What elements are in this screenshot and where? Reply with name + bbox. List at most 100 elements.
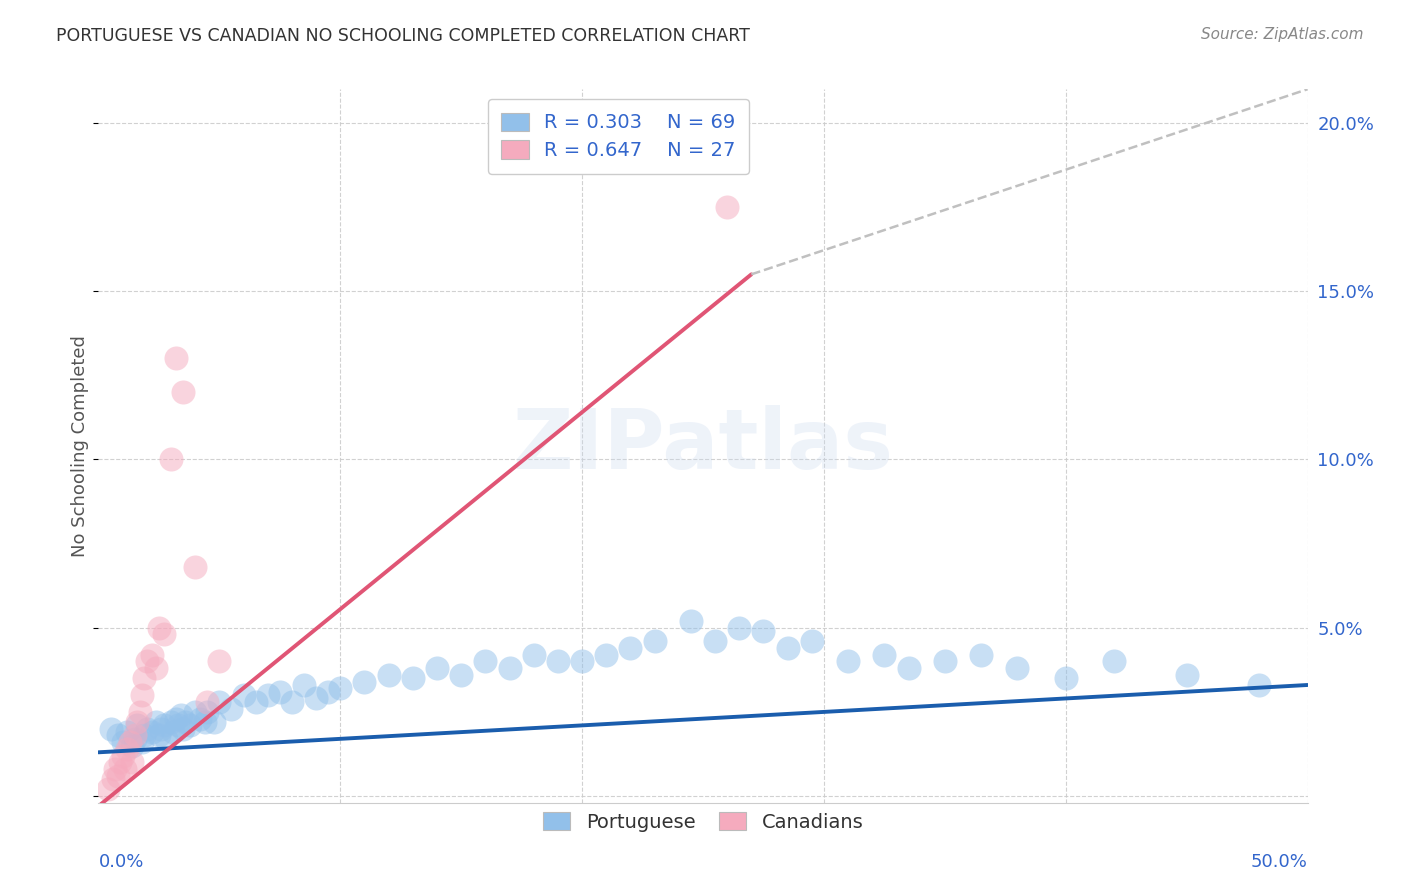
Point	[498, 661, 520, 675]
Point	[165, 351, 187, 366]
Point	[174, 714, 197, 729]
Point	[474, 655, 496, 669]
Point	[107, 729, 129, 743]
Point	[873, 648, 896, 662]
Point	[970, 648, 993, 662]
Point	[97, 782, 120, 797]
Text: Source: ZipAtlas.com: Source: ZipAtlas.com	[1201, 27, 1364, 42]
Point	[523, 648, 546, 662]
Point	[155, 731, 177, 746]
Point	[124, 731, 146, 746]
Point	[172, 385, 194, 400]
Point	[208, 695, 231, 709]
Point	[281, 695, 304, 709]
Point	[152, 718, 174, 732]
Point	[101, 772, 124, 787]
Point	[127, 718, 149, 732]
Text: ZIPatlas: ZIPatlas	[513, 406, 893, 486]
Point	[208, 655, 231, 669]
Point	[184, 705, 207, 719]
Legend: Portuguese, Canadians: Portuguese, Canadians	[536, 804, 870, 839]
Point	[135, 655, 157, 669]
Point	[124, 729, 146, 743]
Point	[172, 722, 194, 736]
Point	[150, 722, 173, 736]
Point	[269, 684, 291, 698]
Point	[644, 634, 666, 648]
Point	[127, 714, 149, 729]
Point	[353, 674, 375, 689]
Point	[134, 671, 156, 685]
Point	[188, 712, 211, 726]
Y-axis label: No Schooling Completed: No Schooling Completed	[70, 335, 89, 557]
Point	[148, 621, 170, 635]
Point	[450, 668, 472, 682]
Point	[800, 634, 823, 648]
Point	[1007, 661, 1029, 675]
Point	[547, 655, 569, 669]
Point	[117, 725, 139, 739]
Point	[595, 648, 617, 662]
Point	[107, 769, 129, 783]
Point	[134, 729, 156, 743]
Point	[934, 655, 956, 669]
Point	[114, 762, 136, 776]
Point	[377, 668, 399, 682]
Point	[169, 708, 191, 723]
Point	[426, 661, 449, 675]
Point	[108, 756, 131, 770]
Point	[128, 705, 150, 719]
Point	[141, 725, 163, 739]
Point	[204, 714, 226, 729]
Point	[179, 718, 201, 732]
Point	[221, 701, 243, 715]
Point	[145, 661, 167, 675]
Point	[104, 762, 127, 776]
Point	[1249, 678, 1271, 692]
Point	[752, 624, 775, 639]
Point	[184, 560, 207, 574]
Point	[195, 695, 218, 709]
Point	[232, 688, 254, 702]
Point	[571, 655, 593, 669]
Point	[245, 695, 267, 709]
Point	[111, 735, 134, 749]
Point	[135, 722, 157, 736]
Point	[329, 681, 352, 696]
Point	[118, 735, 141, 749]
Point	[1054, 671, 1077, 685]
Point	[704, 634, 727, 648]
Point	[160, 452, 183, 467]
Point	[131, 735, 153, 749]
Point	[145, 714, 167, 729]
Point	[1102, 655, 1125, 669]
Text: PORTUGUESE VS CANADIAN NO SCHOOLING COMPLETED CORRELATION CHART: PORTUGUESE VS CANADIAN NO SCHOOLING COMP…	[56, 27, 751, 45]
Point	[305, 691, 328, 706]
Point	[194, 714, 217, 729]
Point	[148, 729, 170, 743]
Point	[117, 742, 139, 756]
Point	[131, 688, 153, 702]
Point	[402, 671, 425, 685]
Point	[776, 640, 799, 655]
Point	[121, 739, 143, 753]
Point	[165, 712, 187, 726]
Point	[1175, 668, 1198, 682]
Point	[837, 655, 859, 669]
Point	[679, 614, 702, 628]
Point	[121, 756, 143, 770]
Text: 50.0%: 50.0%	[1251, 854, 1308, 871]
Point	[316, 684, 339, 698]
Point	[256, 688, 278, 702]
Point	[152, 627, 174, 641]
Point	[100, 722, 122, 736]
Text: 0.0%: 0.0%	[98, 854, 143, 871]
Point	[619, 640, 641, 655]
Point	[160, 714, 183, 729]
Point	[111, 748, 134, 763]
Point	[162, 725, 184, 739]
Point	[195, 705, 218, 719]
Point	[728, 621, 751, 635]
Point	[716, 200, 738, 214]
Point	[167, 718, 190, 732]
